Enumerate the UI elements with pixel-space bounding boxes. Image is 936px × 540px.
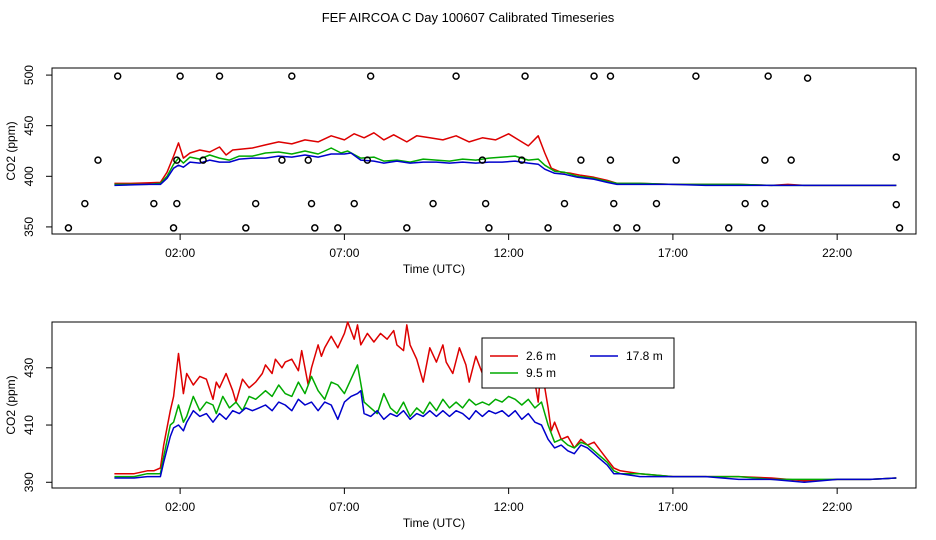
data-point-marker — [363, 156, 372, 164]
data-point-marker — [652, 199, 661, 208]
y-tick-label: 450 — [22, 115, 36, 135]
x-tick-label: 02:00 — [165, 246, 195, 260]
data-point-marker — [613, 224, 621, 232]
data-point-marker — [366, 72, 375, 80]
bottom-panel: 02:00 07:00 12:00 17:00 22:00 390 410 430 Time (… — [4, 321, 917, 530]
y-tick-label: 410 — [22, 415, 36, 435]
data-point-marker — [485, 224, 493, 232]
data-point-marker — [560, 199, 569, 208]
data-point-marker — [311, 224, 319, 232]
y-tick-label: 350 — [22, 217, 36, 237]
top-panel: 02:00 07:00 12:00 17:00 22:00 350 400 450 500 Tim… — [4, 65, 917, 276]
data-point-marker — [251, 199, 260, 208]
plot-frame — [51, 321, 917, 489]
data-point-marker — [94, 156, 102, 164]
x-tick-label: 22:00 — [822, 500, 852, 514]
data-point-marker — [672, 156, 680, 164]
data-point-marker — [199, 156, 207, 164]
y-tick-label: 430 — [22, 357, 36, 377]
data-point-marker — [761, 199, 769, 208]
plot-frame — [51, 67, 917, 235]
x-tick-label: 12:00 — [494, 500, 524, 514]
x-tick-label: 07:00 — [329, 246, 359, 260]
data-point-marker — [242, 224, 250, 232]
y-axis-label: CO2 (ppm) — [4, 121, 18, 180]
data-point-marker — [334, 224, 342, 232]
x-tick-label: 02:00 — [165, 500, 195, 514]
series-line-9-5-m — [114, 364, 897, 481]
data-point-marker — [692, 72, 700, 80]
data-point-marker — [173, 199, 181, 208]
x-tick-label: 07:00 — [329, 500, 359, 514]
data-point-marker — [150, 199, 158, 208]
data-point-marker — [787, 156, 795, 164]
y-tick-label: 400 — [22, 166, 36, 186]
legend-label: 9.5 m — [526, 366, 556, 380]
data-point-marker — [606, 72, 615, 80]
data-point-marker — [403, 224, 411, 232]
data-point-marker — [761, 156, 769, 164]
legend-box — [481, 337, 675, 389]
data-point-marker — [278, 156, 286, 164]
data-point-marker — [176, 72, 184, 80]
data-point-marker — [173, 156, 181, 164]
data-point-marker — [307, 199, 316, 208]
x-tick-label: 17:00 — [658, 246, 688, 260]
data-point-marker — [803, 74, 812, 82]
x-axis-label: Time (UTC) — [403, 262, 465, 276]
data-point-marker — [892, 153, 901, 161]
data-point-marker — [518, 156, 526, 164]
data-point-marker — [429, 199, 437, 208]
figure-title: FEF AIRCOA C Day 100607 Calibrated Times… — [322, 10, 615, 25]
data-point-marker — [590, 72, 598, 80]
legend-label: 17.8 m — [626, 349, 663, 363]
data-point-marker — [724, 224, 733, 232]
data-point-marker — [113, 72, 122, 80]
y-tick-label: 500 — [22, 65, 36, 85]
data-point-marker — [478, 156, 487, 164]
x-tick-label: 17:00 — [658, 500, 688, 514]
data-point-marker — [481, 199, 490, 208]
x-tick-label: 12:00 — [494, 246, 524, 260]
data-point-marker — [81, 199, 89, 208]
y-tick-label: 390 — [22, 472, 36, 492]
series-line-2-6-m — [114, 321, 897, 482]
data-point-marker — [757, 224, 766, 232]
data-point-marker — [350, 199, 358, 208]
data-point-marker — [215, 72, 224, 80]
data-point-marker — [521, 72, 529, 80]
data-point-marker — [304, 156, 312, 164]
data-point-marker — [764, 72, 772, 80]
data-point-marker — [633, 224, 641, 232]
y-axis-label: CO2 (ppm) — [4, 375, 18, 434]
series-line-17-8-m — [114, 389, 897, 484]
legend-label: 2.6 m — [526, 349, 556, 363]
series-line-17-8-m — [114, 152, 897, 187]
data-point-marker — [544, 224, 552, 232]
x-axis-label: Time (UTC) — [403, 516, 465, 530]
data-point-marker — [452, 72, 460, 80]
data-point-marker — [577, 156, 585, 164]
data-point-marker — [892, 200, 901, 209]
data-point-marker — [610, 199, 618, 208]
data-point-marker — [741, 199, 749, 208]
data-point-marker — [288, 72, 296, 80]
data-point-marker — [606, 156, 615, 164]
data-point-marker — [169, 224, 178, 232]
x-tick-label: 22:00 — [822, 246, 852, 260]
data-point-marker — [64, 224, 73, 232]
data-point-marker — [895, 224, 904, 232]
